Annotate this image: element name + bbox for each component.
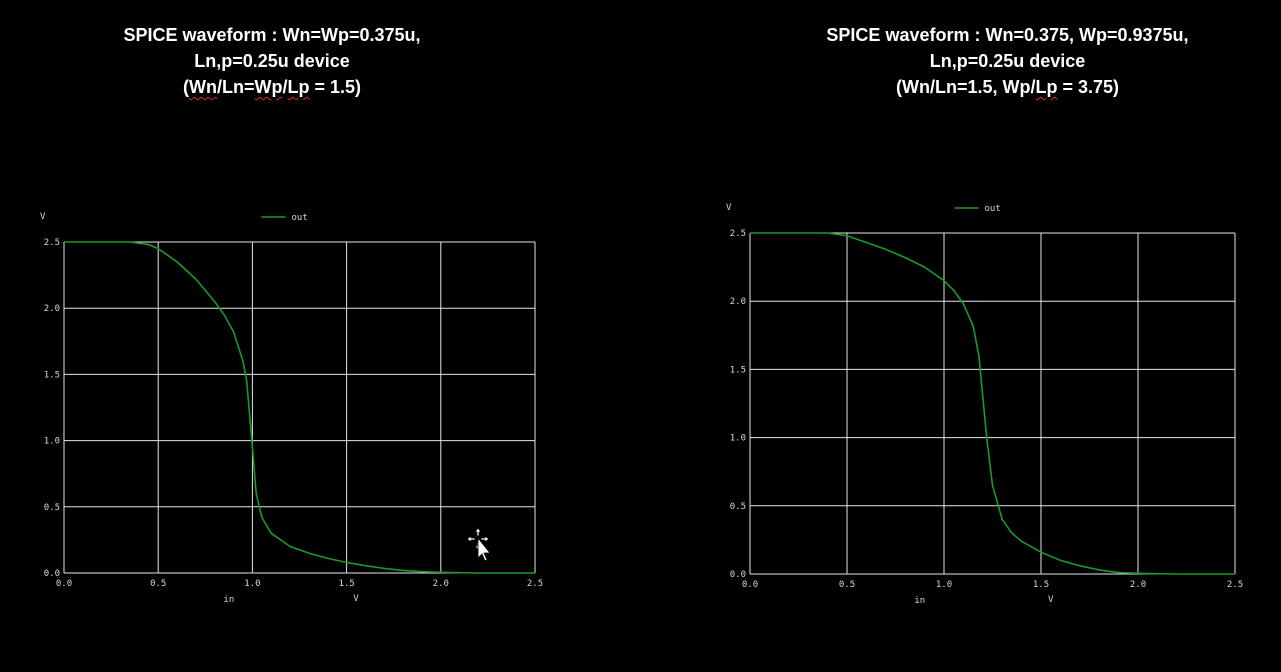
right-title-ratio-a: (Wn/Ln=1.5, Wp/ [895, 77, 1036, 97]
right-y-tick-label: 1.0 [730, 434, 746, 444]
right-y-tick-label: 2.0 [730, 297, 746, 307]
right-x-tick-label: 0.0 [742, 580, 758, 590]
right-x-tick-label: 2.0 [1130, 580, 1146, 590]
left-title-lp: Lp [287, 77, 310, 97]
left-x-tick-label: 1.0 [244, 579, 260, 589]
right-y-tick-label: 0.0 [730, 570, 746, 580]
right-x-tick-label: 1.5 [1033, 580, 1049, 590]
left-title-ratio: = 1.5) [309, 77, 362, 97]
left-title-wn: Wn [188, 77, 217, 97]
right-x-axis-label: in [914, 596, 925, 606]
left-y-tick-label: 2.5 [44, 238, 60, 248]
left-x-axis-label: in [223, 595, 234, 605]
left-title-line-1: SPICE waveform : Wn=Wp=0.375u, [123, 25, 421, 45]
left-title-slash: / [282, 77, 288, 97]
left-y-tick-label: 1.0 [44, 437, 60, 447]
left-title-ln: /Ln= [216, 77, 255, 97]
left-y-tick-label: 1.5 [44, 370, 60, 380]
right-y-axis-unit: V [726, 203, 732, 213]
left-x-tick-label: 0.5 [150, 579, 166, 589]
left-y-tick-label: 0.5 [44, 503, 60, 513]
right-chart-title: SPICE waveform : Wn=0.375, Wp=0.9375u, L… [785, 22, 1230, 100]
right-y-tick-label: 1.5 [730, 365, 746, 375]
left-title-line-2: Ln,p=0.25u device [194, 51, 350, 71]
right-title-line-3: (Wn/Ln=1.5, Wp/Lp = 3.75) [785, 74, 1230, 100]
left-y-tick-label: 2.0 [44, 304, 60, 314]
left-chart-title: SPICE waveform : Wn=Wp=0.375u, Ln,p=0.25… [62, 22, 482, 100]
right-title-lp: Lp [1035, 77, 1058, 97]
left-title-wp: Wp [254, 77, 283, 97]
left-x-tick-label: 0.0 [56, 579, 72, 589]
left-title-paren: ( [182, 77, 189, 97]
left-x-axis-unit: V [353, 594, 359, 604]
right-y-tick-label: 2.5 [730, 229, 746, 239]
right-x-tick-label: 2.5 [1227, 580, 1243, 590]
right-x-tick-label: 1.0 [936, 580, 952, 590]
move-cursor-icon [466, 527, 492, 567]
left-x-tick-label: 1.5 [338, 579, 354, 589]
left-y-tick-label: 0.0 [44, 569, 60, 579]
left-legend-label: out [292, 213, 308, 223]
left-x-tick-label: 2.0 [433, 579, 449, 589]
left-series-out-line [64, 241, 535, 574]
left-x-tick-label: 2.5 [527, 579, 543, 589]
right-title-ratio-b: = 3.75) [1057, 77, 1120, 97]
right-title-line-2: Ln,p=0.25u device [929, 51, 1086, 71]
right-x-axis-unit: V [1048, 595, 1054, 605]
right-title-line-1: SPICE waveform : Wn=0.375, Wp=0.9375u, [826, 25, 1189, 45]
left-y-axis-unit: V [40, 212, 46, 222]
right-series-out-line [750, 232, 1235, 575]
left-title-line-3: (Wn/Ln=Wp/Lp = 1.5) [62, 74, 482, 100]
right-y-tick-label: 0.5 [730, 502, 746, 512]
right-legend-label: out [985, 204, 1001, 214]
right-x-tick-label: 0.5 [839, 580, 855, 590]
